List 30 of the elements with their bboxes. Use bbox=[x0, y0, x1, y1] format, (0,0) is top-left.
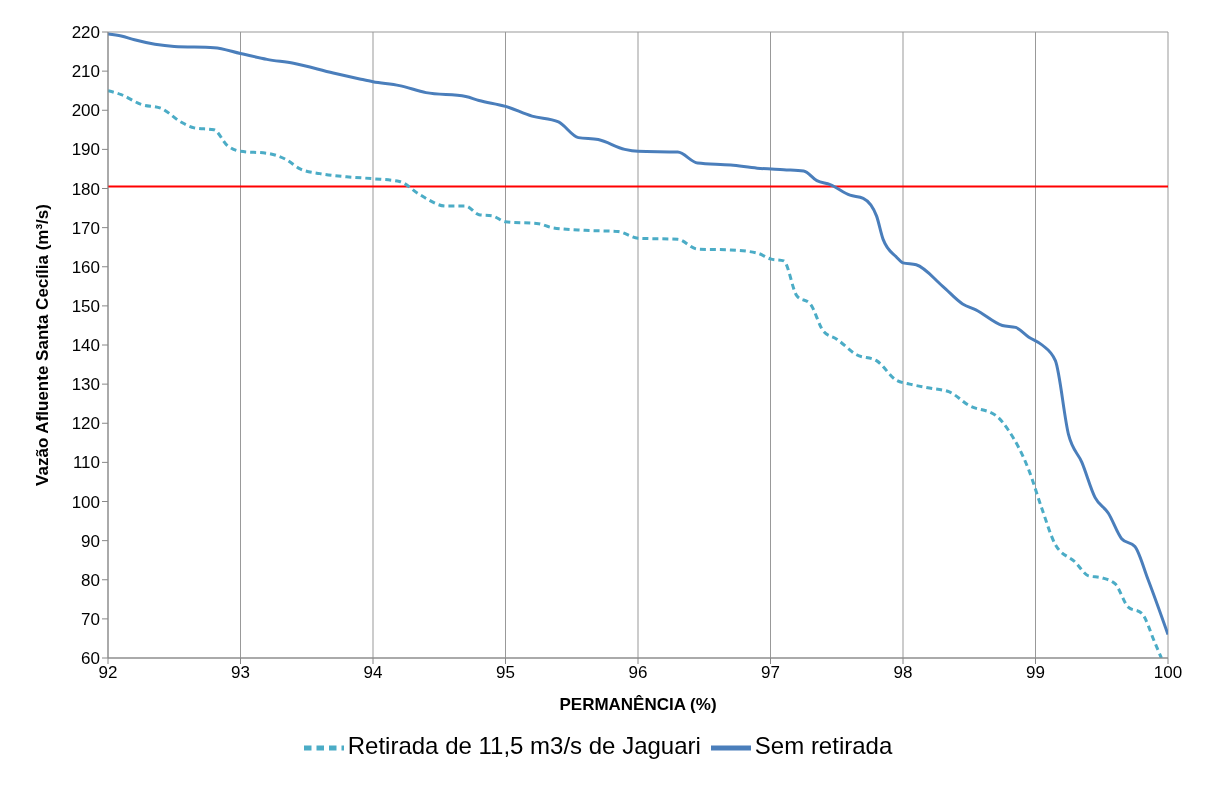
y-tick-label: 140 bbox=[71, 336, 100, 356]
x-tick-label: 94 bbox=[363, 663, 383, 683]
x-axis-title: PERMANÊNCIA (%) bbox=[559, 695, 717, 714]
x-tick-label: 96 bbox=[628, 663, 648, 683]
y-tick-label: 190 bbox=[71, 140, 100, 160]
y-tick-label: 150 bbox=[71, 296, 100, 316]
y-axis-title: Vazão Afluente Santa Cecília (m³/s) bbox=[33, 204, 53, 486]
y-tick-label: 110 bbox=[72, 453, 100, 473]
x-tick-label: 95 bbox=[496, 663, 515, 683]
y-tick-label: 100 bbox=[71, 492, 100, 512]
y-tick-label: 220 bbox=[71, 23, 100, 43]
x-tick-label: 98 bbox=[893, 663, 913, 683]
x-tick-label: 92 bbox=[98, 663, 118, 683]
x-tick-label: 99 bbox=[1026, 663, 1045, 683]
x-tick-label: 100 bbox=[1153, 663, 1183, 683]
y-tick-label: 130 bbox=[71, 375, 100, 395]
y-tick-label: 60 bbox=[81, 649, 100, 669]
x-tick-label: 93 bbox=[231, 663, 250, 683]
y-tick-label: 170 bbox=[71, 218, 100, 238]
y-tick-label: 90 bbox=[81, 531, 100, 551]
legend-label: Sem retirada bbox=[754, 732, 893, 760]
y-tick-label: 70 bbox=[81, 609, 100, 629]
y-tick-label: 160 bbox=[71, 257, 100, 277]
y-tick-label: 180 bbox=[71, 179, 100, 199]
x-tick-label: 97 bbox=[761, 663, 780, 683]
y-tick-label: 120 bbox=[71, 414, 100, 434]
y-tick-label: 80 bbox=[81, 570, 100, 590]
y-tick-label: 210 bbox=[71, 62, 100, 82]
legend-label: Retirada de 11,5 m3/s de Jaguari bbox=[347, 732, 701, 760]
y-tick-label: 200 bbox=[71, 101, 100, 121]
